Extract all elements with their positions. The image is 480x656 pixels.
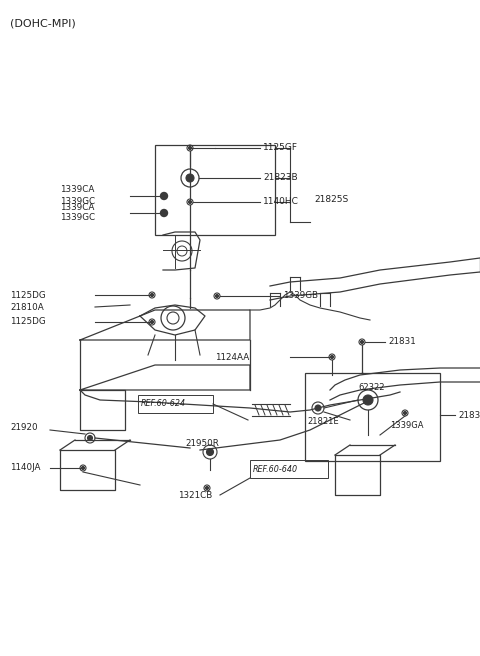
Circle shape: [82, 466, 84, 470]
Circle shape: [331, 356, 334, 358]
Circle shape: [189, 146, 192, 150]
Text: 1125DG: 1125DG: [10, 318, 46, 327]
Circle shape: [404, 411, 407, 415]
Text: 21825S: 21825S: [314, 195, 348, 205]
Text: 1339GC: 1339GC: [60, 197, 95, 205]
Circle shape: [205, 487, 208, 489]
Text: 1125GF: 1125GF: [263, 144, 298, 152]
Text: 21950R: 21950R: [185, 440, 219, 449]
Bar: [250, 460, 328, 478]
Text: 21823B: 21823B: [263, 173, 298, 182]
Circle shape: [186, 174, 194, 182]
Text: 1339GB: 1339GB: [283, 291, 318, 300]
Text: 21920: 21920: [10, 424, 37, 432]
Text: 1339CA: 1339CA: [60, 186, 95, 194]
Circle shape: [151, 293, 154, 297]
Text: 62322: 62322: [358, 384, 384, 392]
Circle shape: [206, 449, 214, 455]
Text: (DOHC-MPI): (DOHC-MPI): [10, 18, 76, 28]
Circle shape: [87, 436, 93, 440]
Text: 21831: 21831: [388, 337, 416, 346]
Text: 1339GA: 1339GA: [390, 420, 423, 430]
Text: 1140HC: 1140HC: [263, 197, 299, 207]
Circle shape: [189, 201, 192, 203]
Text: 1124AA: 1124AA: [215, 352, 249, 361]
Circle shape: [315, 405, 321, 411]
Text: 1339CA: 1339CA: [60, 203, 95, 211]
Text: 1339GC: 1339GC: [60, 213, 95, 222]
Text: REF.60-624: REF.60-624: [141, 400, 186, 409]
Text: 21830: 21830: [458, 411, 480, 419]
Text: 1321CB: 1321CB: [178, 491, 212, 499]
Text: 1125DG: 1125DG: [10, 291, 46, 300]
Bar: [155, 145, 275, 235]
Bar: [138, 395, 213, 413]
Circle shape: [151, 321, 154, 323]
Circle shape: [363, 395, 373, 405]
Circle shape: [360, 340, 363, 344]
Text: 21810A: 21810A: [10, 302, 44, 312]
Text: REF.60-640: REF.60-640: [253, 464, 298, 474]
Circle shape: [216, 295, 218, 298]
Text: 1140JA: 1140JA: [10, 464, 40, 472]
Bar: [305, 373, 440, 461]
Circle shape: [160, 192, 168, 199]
Circle shape: [160, 209, 168, 216]
Text: 21821E: 21821E: [307, 417, 338, 426]
